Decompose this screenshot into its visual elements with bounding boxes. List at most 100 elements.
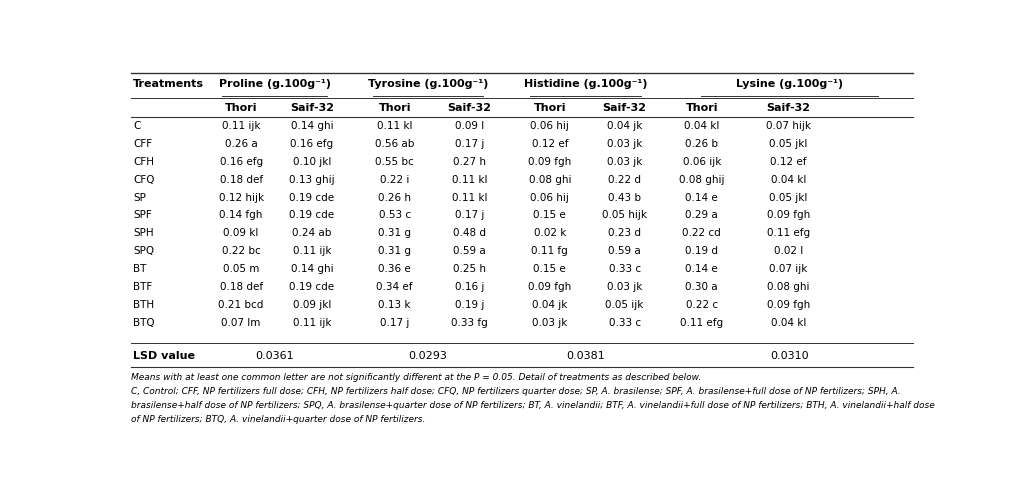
Text: 0.0361: 0.0361 [255, 351, 294, 361]
Text: Proline (g.100g⁻¹): Proline (g.100g⁻¹) [218, 79, 330, 89]
Text: 0.33 c: 0.33 c [609, 264, 641, 275]
Text: 0.07 lm: 0.07 lm [221, 318, 261, 328]
Text: 0.03 jk: 0.03 jk [607, 282, 642, 293]
Text: 0.25 h: 0.25 h [453, 264, 486, 275]
Text: 0.11 ijk: 0.11 ijk [221, 121, 260, 131]
Text: 0.11 kl: 0.11 kl [452, 192, 488, 203]
Text: 0.08 ghij: 0.08 ghij [679, 174, 724, 185]
Text: 0.29 a: 0.29 a [686, 210, 718, 221]
Text: 0.08 ghi: 0.08 ghi [528, 174, 571, 185]
Text: 0.09 jkl: 0.09 jkl [293, 300, 331, 310]
Text: Histidine (g.100g⁻¹): Histidine (g.100g⁻¹) [524, 79, 647, 89]
Text: SP: SP [133, 192, 146, 203]
Text: 0.14 ghi: 0.14 ghi [291, 121, 333, 131]
Text: 0.17 j: 0.17 j [455, 139, 485, 149]
Text: 0.14 e: 0.14 e [686, 264, 718, 275]
Text: 0.21 bcd: 0.21 bcd [218, 300, 264, 310]
Text: 0.05 ijk: 0.05 ijk [606, 300, 644, 310]
Text: 0.17 j: 0.17 j [455, 210, 485, 221]
Text: 0.27 h: 0.27 h [453, 156, 486, 167]
Text: 0.12 hijk: 0.12 hijk [218, 192, 264, 203]
Text: 0.31 g: 0.31 g [378, 228, 411, 239]
Text: 0.04 kl: 0.04 kl [771, 318, 806, 328]
Text: Thori: Thori [379, 103, 410, 113]
Text: Thori: Thori [533, 103, 566, 113]
Text: 0.59 a: 0.59 a [609, 246, 641, 257]
Text: BTQ: BTQ [133, 318, 154, 328]
Text: 0.05 m: 0.05 m [223, 264, 259, 275]
Text: 0.11 fg: 0.11 fg [531, 246, 568, 257]
Text: 0.11 efg: 0.11 efg [767, 228, 810, 239]
Text: 0.56 ab: 0.56 ab [375, 139, 415, 149]
Text: 0.11 efg: 0.11 efg [681, 318, 723, 328]
Text: 0.03 jk: 0.03 jk [532, 318, 568, 328]
Text: 0.13 k: 0.13 k [379, 300, 410, 310]
Text: C, Control; CFF, NP fertilizers full dose; CFH, NP fertilizers half dose; CFQ, N: C, Control; CFF, NP fertilizers full dos… [131, 387, 900, 396]
Text: 0.59 a: 0.59 a [453, 246, 486, 257]
Text: 0.33 fg: 0.33 fg [451, 318, 488, 328]
Text: 0.18 def: 0.18 def [219, 282, 263, 293]
Text: 0.24 ab: 0.24 ab [293, 228, 332, 239]
Text: 0.22 cd: 0.22 cd [683, 228, 721, 239]
Text: Saif-32: Saif-32 [447, 103, 492, 113]
Text: 0.04 kl: 0.04 kl [684, 121, 719, 131]
Text: brasilense+half dose of NP fertilizers; SPQ, A. brasilense+quarter dose of NP fe: brasilense+half dose of NP fertilizers; … [131, 401, 935, 410]
Text: 0.53 c: 0.53 c [379, 210, 410, 221]
Text: 0.15 e: 0.15 e [533, 210, 566, 221]
Text: 0.05 hijk: 0.05 hijk [602, 210, 647, 221]
Text: 0.09 kl: 0.09 kl [224, 228, 259, 239]
Text: 0.09 l: 0.09 l [455, 121, 485, 131]
Text: 0.11 kl: 0.11 kl [377, 121, 412, 131]
Text: 0.19 d: 0.19 d [686, 246, 718, 257]
Text: 0.19 cde: 0.19 cde [290, 210, 334, 221]
Text: 0.11 ijk: 0.11 ijk [293, 318, 331, 328]
Text: Saif-32: Saif-32 [602, 103, 646, 113]
Text: 0.05 jkl: 0.05 jkl [769, 192, 808, 203]
Text: 0.0293: 0.0293 [408, 351, 448, 361]
Text: 0.17 j: 0.17 j [380, 318, 409, 328]
Text: 0.14 ghi: 0.14 ghi [291, 264, 333, 275]
Text: of NP fertilizers; BTQ, A. vinelandii+quarter dose of NP fertilizers.: of NP fertilizers; BTQ, A. vinelandii+qu… [131, 415, 426, 424]
Text: 0.48 d: 0.48 d [453, 228, 486, 239]
Text: 0.18 def: 0.18 def [219, 174, 263, 185]
Text: Means with at least one common letter are not significantly different at the P =: Means with at least one common letter ar… [131, 373, 701, 382]
Text: SPF: SPF [133, 210, 152, 221]
Text: 0.14 e: 0.14 e [686, 192, 718, 203]
Text: 0.11 ijk: 0.11 ijk [293, 246, 331, 257]
Text: 0.26 b: 0.26 b [686, 139, 718, 149]
Text: 0.06 hij: 0.06 hij [530, 192, 569, 203]
Text: 0.04 jk: 0.04 jk [532, 300, 568, 310]
Text: Saif-32: Saif-32 [290, 103, 334, 113]
Text: 0.22 d: 0.22 d [609, 174, 641, 185]
Text: C: C [133, 121, 140, 131]
Text: 0.22 bc: 0.22 bc [221, 246, 260, 257]
Text: 0.0310: 0.0310 [770, 351, 809, 361]
Text: Tyrosine (g.100g⁻¹): Tyrosine (g.100g⁻¹) [368, 79, 489, 89]
Text: SPQ: SPQ [133, 246, 154, 257]
Text: 0.12 ef: 0.12 ef [770, 156, 807, 167]
Text: 0.13 ghij: 0.13 ghij [290, 174, 335, 185]
Text: Thori: Thori [686, 103, 718, 113]
Text: 0.04 kl: 0.04 kl [771, 174, 806, 185]
Text: 0.14 fgh: 0.14 fgh [219, 210, 263, 221]
Text: 0.03 jk: 0.03 jk [607, 156, 642, 167]
Text: 0.08 ghi: 0.08 ghi [767, 282, 810, 293]
Text: Treatments: Treatments [133, 79, 204, 89]
Text: 0.02 k: 0.02 k [533, 228, 566, 239]
Text: 0.55 bc: 0.55 bc [375, 156, 415, 167]
Text: CFQ: CFQ [133, 174, 154, 185]
Text: 0.22 c: 0.22 c [686, 300, 718, 310]
Text: Thori: Thori [225, 103, 257, 113]
Text: 0.06 hij: 0.06 hij [530, 121, 569, 131]
Text: 0.19 j: 0.19 j [455, 300, 485, 310]
Text: 0.11 kl: 0.11 kl [452, 174, 488, 185]
Text: 0.02 l: 0.02 l [774, 246, 803, 257]
Text: CFH: CFH [133, 156, 154, 167]
Text: 0.19 cde: 0.19 cde [290, 282, 334, 293]
Text: LSD value: LSD value [133, 351, 195, 361]
Text: SPH: SPH [133, 228, 154, 239]
Text: 0.26 h: 0.26 h [378, 192, 411, 203]
Text: 0.26 a: 0.26 a [225, 139, 257, 149]
Text: 0.10 jkl: 0.10 jkl [293, 156, 331, 167]
Text: 0.16 j: 0.16 j [455, 282, 485, 293]
